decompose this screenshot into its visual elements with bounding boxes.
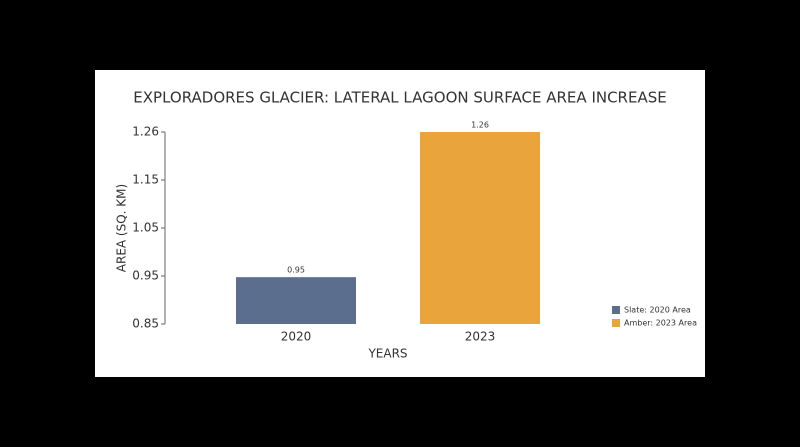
y-axis-label: AREA (SQ. KM) bbox=[115, 184, 129, 272]
y-tick-label: 0.85 bbox=[132, 317, 159, 331]
legend-swatch bbox=[612, 319, 620, 327]
bar bbox=[236, 277, 356, 324]
data-label: 1.26 bbox=[471, 121, 489, 130]
x-tick-label: 2023 bbox=[465, 330, 496, 344]
data-label: 0.95 bbox=[287, 266, 305, 275]
panel bbox=[95, 70, 705, 377]
bar bbox=[420, 132, 540, 324]
y-tick-label: 0.95 bbox=[132, 269, 159, 283]
x-tick-label: 2020 bbox=[281, 330, 312, 344]
chart-title: EXPLORADORES GLACIER: LATERAL LAGOON SUR… bbox=[133, 89, 666, 107]
y-tick-label: 1.15 bbox=[132, 173, 159, 187]
legend-label: Amber: 2023 Area bbox=[624, 319, 697, 328]
y-tick-label: 1.05 bbox=[132, 221, 159, 235]
y-tick-label: 1.26 bbox=[132, 125, 159, 139]
legend-label: Slate: 2020 Area bbox=[624, 306, 691, 315]
x-axis-label: YEARS bbox=[367, 347, 407, 361]
legend-swatch bbox=[612, 306, 620, 314]
